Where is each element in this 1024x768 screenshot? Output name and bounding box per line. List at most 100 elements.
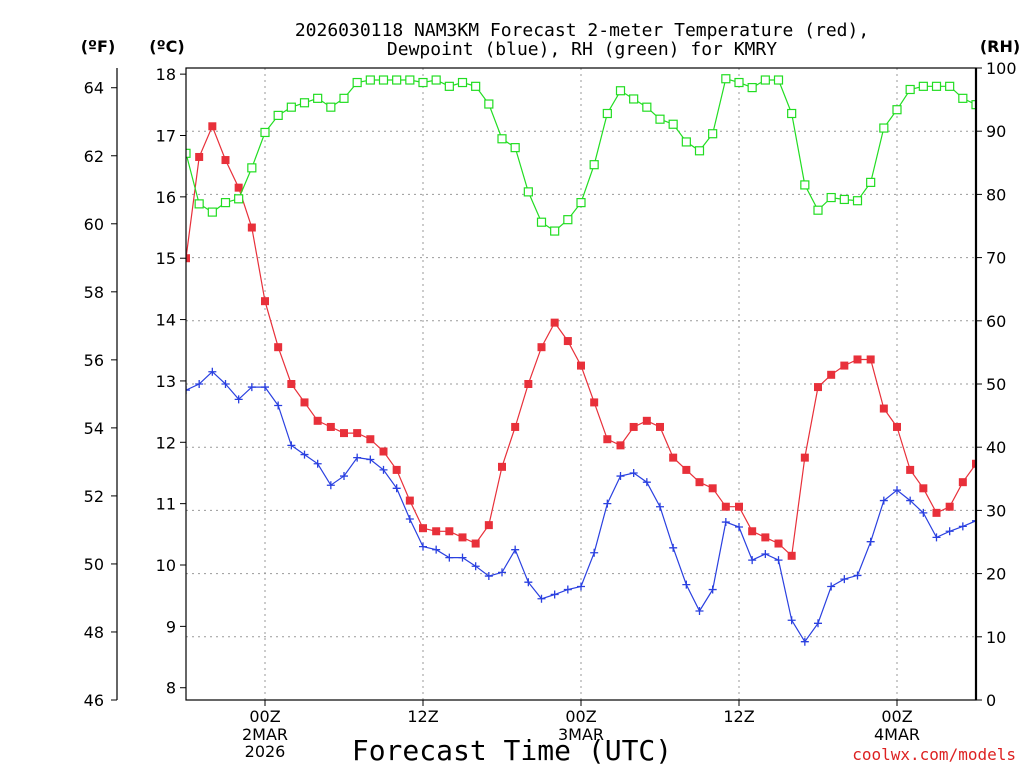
celsius-tick-label: 15 [156,249,176,268]
dewpoint-point [840,575,849,584]
temperature-point [642,416,651,425]
temperature-point [537,343,546,352]
rh-tick-label: 50 [986,375,1006,394]
temperature-point [208,122,217,131]
dewpoint-series [186,367,976,646]
temperature-point [274,343,283,352]
temperature-point [695,478,704,487]
rh-point [642,102,652,112]
rh-point [931,81,942,91]
dewpoint-point [879,496,888,505]
x-date-label: 4MAR [874,725,920,744]
dewpoint-point [590,548,599,557]
temperature-point [511,422,520,431]
rh-point [194,199,204,209]
dewpoint-point [261,383,269,392]
rh-point [905,84,915,95]
rh-point [378,75,389,85]
temperature-point [800,453,809,462]
temperature-point [471,539,480,548]
dewpoint-point [313,459,322,468]
dewpoint-point [603,499,612,508]
dewpoint-point [340,472,348,481]
fahrenheit-tick-label: 52 [84,487,104,506]
rh-point [615,86,626,96]
x-tick-label: 12Z [407,707,438,726]
x-tick-label: 00Z [249,707,280,726]
rh-point [866,177,876,187]
rh-point [839,194,849,205]
rh-point [813,205,823,215]
rh-point [207,207,217,217]
x-tick-label: 12Z [723,707,754,726]
celsius-tick-label: 8 [166,679,176,698]
dewpoint-point [326,481,335,490]
rh-point [234,194,244,204]
temperature-point [629,422,638,431]
rh-tick-label: 10 [986,628,1006,647]
rh-point [497,134,507,144]
dewpoint-point [682,580,691,589]
x-tick-label: 00Z [565,707,596,726]
dewpoint-point [274,401,283,410]
dewpoint-point [919,508,928,517]
rh-tick-label: 40 [986,438,1006,457]
temperature-point [234,183,243,192]
rh-point [721,74,731,84]
temperature-point [827,370,836,379]
temperature-point [603,435,612,444]
series-clip-group [186,74,976,646]
series-layer [186,74,976,646]
rh-point [918,81,928,91]
rh-point [694,146,705,156]
temperature-point [919,484,928,493]
rh-point [536,217,547,227]
celsius-tick-label: 13 [156,372,176,391]
x-date-label: 2026 [245,742,286,761]
dewpoint-point [221,380,230,388]
rh-point [365,75,375,85]
temperature-point [735,502,743,511]
temperature-point [669,453,678,462]
rh-point [392,75,402,85]
rh-point [668,119,678,129]
celsius-tick-label: 16 [156,188,176,207]
rh-axis-label: (RH) [980,37,1020,56]
dewpoint-point [537,594,546,603]
celsius-tick-label: 9 [166,617,176,636]
temperature-point [787,551,796,560]
temperature-point [774,539,783,548]
rh-point [523,187,533,197]
temperature-point [247,223,256,232]
dewpoint-point [972,516,976,525]
dewpoint-point [866,537,875,546]
rh-point [471,81,481,91]
dewpoint-point [577,582,585,591]
temperature-point [616,441,625,450]
dewpoint-point [366,455,375,464]
temperature-point [445,527,454,536]
fahrenheit-tick-label: 60 [84,215,104,234]
temperature-point [221,156,230,165]
temperature-point [484,521,493,530]
temperature-point [498,462,506,471]
dewpoint-point [563,585,572,594]
temperature-point [682,465,691,474]
temperature-point [340,429,348,438]
x-axis-title: Forecast Time (UTC) [352,734,672,767]
temperature-point [958,478,967,487]
dewpoint-point [906,496,915,505]
fahrenheit-tick-label: 54 [84,419,104,438]
rh-point [655,114,665,124]
rh-point [352,77,362,88]
credit-text: coolwx.com/models [852,745,1016,764]
rh-point [286,102,296,112]
rh-tick-label: 70 [986,249,1006,268]
chart-title-line2: Dewpoint (blue), RH (green) for KMRY [387,39,777,60]
temperature-point [814,383,822,392]
rh-tick-label: 100 [986,59,1017,78]
temperature-point [432,527,441,536]
temperature-point [708,484,717,493]
fahrenheit-tick-label: 58 [84,283,104,302]
